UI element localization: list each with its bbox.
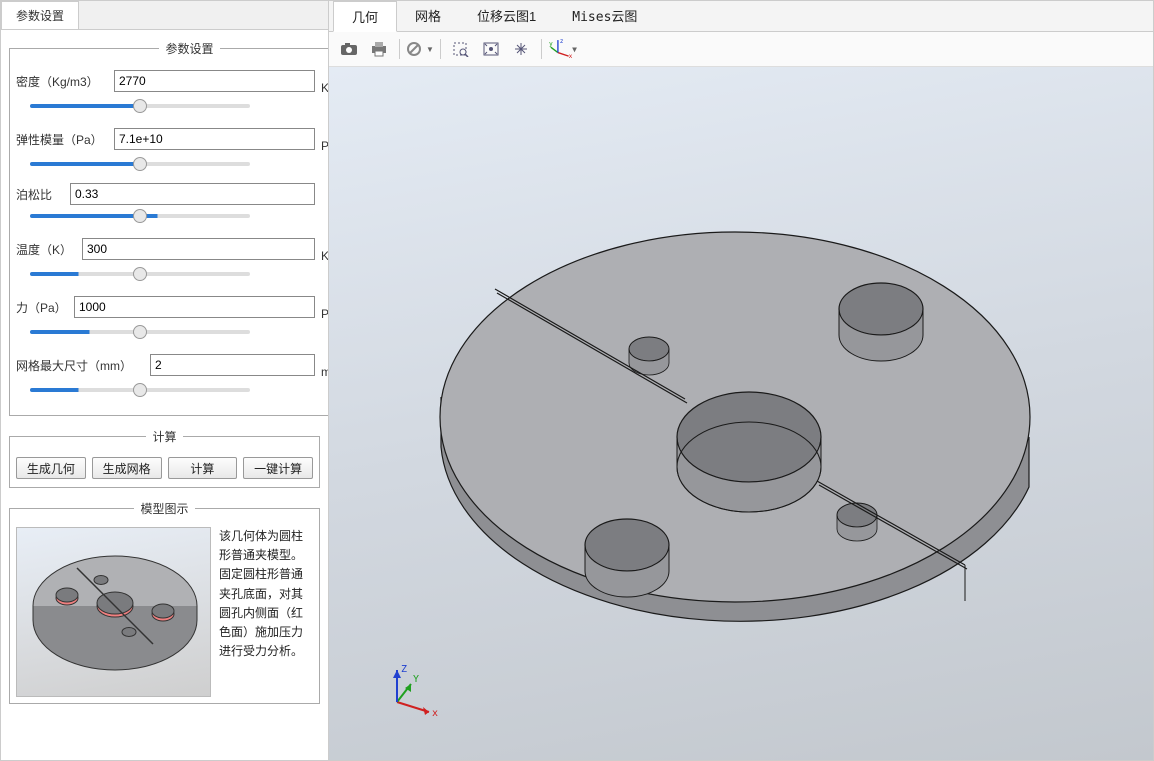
- model-fieldset: 模型图示: [9, 500, 320, 704]
- rotate-view-button[interactable]: [507, 36, 535, 62]
- tab-mises[interactable]: Mises云图: [554, 1, 655, 31]
- zoom-window-icon: [452, 41, 470, 57]
- geometry-render: [329, 67, 1149, 757]
- poisson-slider[interactable]: [30, 214, 250, 218]
- param-label-modulus: 弹性模量（Pa）: [16, 131, 108, 148]
- compute-button[interactable]: 计算: [168, 457, 238, 479]
- param-row-meshsize: 网格最大尺寸（mm） mm: [16, 351, 328, 379]
- camera-icon: [340, 41, 358, 57]
- param-unit-temperature: K: [321, 235, 328, 263]
- tab-geometry[interactable]: 几何: [333, 1, 397, 32]
- 3d-viewport[interactable]: x Y Z: [329, 67, 1153, 760]
- screenshot-button[interactable]: [335, 36, 363, 62]
- main-area: 几何 网格 位移云图1 Mises云图 ▼: [329, 1, 1153, 760]
- params-legend: 参数设置: [159, 40, 219, 57]
- one-click-compute-button[interactable]: 一键计算: [243, 457, 313, 479]
- svg-text:x: x: [569, 53, 573, 60]
- param-row-density: 密度（Kg/m3） Kg/m3: [16, 67, 328, 95]
- sidebar-body: 参数设置 密度（Kg/m3） Kg/m3 弹性模量（Pa） Pa 泊松比: [1, 29, 328, 760]
- calc-fieldset: 计算 生成几何 生成网格 计算 一键计算: [9, 428, 320, 488]
- chevron-down-icon: ▼: [426, 45, 434, 54]
- param-unit-force: Pa: [321, 293, 328, 321]
- toolbar-separator-1: [399, 39, 400, 59]
- force-slider[interactable]: [30, 330, 250, 334]
- param-label-meshsize: 网格最大尺寸（mm）: [16, 357, 144, 374]
- model-legend: 模型图示: [134, 500, 194, 517]
- sidebar-tab-header: 参数设置: [1, 1, 328, 29]
- modulus-slider[interactable]: [30, 162, 250, 166]
- param-unit-modulus: Pa: [321, 125, 328, 153]
- axis-orientation-button[interactable]: x y z ▼: [548, 36, 578, 62]
- temperature-slider[interactable]: [30, 272, 250, 276]
- rotate-icon: [512, 41, 530, 57]
- svg-text:Y: Y: [413, 674, 419, 685]
- calc-button-row: 生成几何 生成网格 计算 一键计算: [16, 455, 313, 481]
- chevron-down-icon: ▼: [572, 45, 577, 54]
- param-label-force: 力（Pa）: [16, 299, 68, 316]
- zoom-window-button[interactable]: [447, 36, 475, 62]
- density-input[interactable]: [114, 70, 315, 92]
- model-thumbnail: [16, 527, 211, 697]
- model-box: 该几何体为圆柱形普通夹模型。固定圆柱形普通夹孔底面，对其圆孔内侧面（红色面）施加…: [16, 527, 313, 697]
- poisson-input[interactable]: [70, 183, 315, 205]
- svg-text:z: z: [560, 38, 564, 45]
- param-unit-meshsize: mm: [321, 351, 328, 379]
- modulus-input[interactable]: [114, 128, 315, 150]
- param-label-temperature: 温度（K）: [16, 241, 76, 258]
- calc-legend: 计算: [146, 428, 182, 445]
- svg-text:y: y: [549, 40, 553, 47]
- param-row-temperature: 温度（K） K: [16, 235, 328, 263]
- denied-dropdown-button[interactable]: ▼: [406, 36, 434, 62]
- params-fieldset: 参数设置 密度（Kg/m3） Kg/m3 弹性模量（Pa） Pa 泊松比: [9, 40, 328, 416]
- param-row-poisson: 泊松比: [16, 183, 328, 205]
- param-unit-poisson: [321, 187, 328, 201]
- fit-view-icon: [482, 41, 500, 57]
- axis-gizmo: x Y Z: [377, 660, 447, 720]
- param-row-modulus: 弹性模量（Pa） Pa: [16, 125, 328, 153]
- density-slider[interactable]: [30, 104, 250, 108]
- main-tabs: 几何 网格 位移云图1 Mises云图: [329, 1, 1153, 32]
- viewport-toolbar: ▼ x y z ▼: [329, 32, 1153, 67]
- param-label-poisson: 泊松比: [16, 186, 64, 203]
- param-unit-density: Kg/m3: [321, 67, 328, 95]
- sidebar: 参数设置 参数设置 密度（Kg/m3） Kg/m3 弹性模量（Pa） Pa 泊松…: [1, 1, 329, 760]
- generate-geometry-button[interactable]: 生成几何: [16, 457, 86, 479]
- param-label-density: 密度（Kg/m3）: [16, 73, 108, 90]
- tab-displacement[interactable]: 位移云图1: [459, 1, 554, 31]
- printer-icon: [370, 41, 388, 57]
- meshsize-slider[interactable]: [30, 388, 250, 392]
- tab-mesh[interactable]: 网格: [397, 1, 459, 31]
- svg-text:Z: Z: [401, 664, 407, 675]
- fit-view-button[interactable]: [477, 36, 505, 62]
- generate-mesh-button[interactable]: 生成网格: [92, 457, 162, 479]
- svg-text:x: x: [432, 708, 438, 719]
- temperature-input[interactable]: [82, 238, 315, 260]
- print-button[interactable]: [365, 36, 393, 62]
- sidebar-tab-params[interactable]: 参数设置: [1, 1, 79, 29]
- force-input[interactable]: [74, 296, 315, 318]
- toolbar-separator-3: [541, 39, 542, 59]
- axis-triad-icon: x y z: [549, 37, 572, 61]
- no-entry-icon: [406, 41, 424, 57]
- model-description: 该几何体为圆柱形普通夹模型。固定圆柱形普通夹孔底面，对其圆孔内侧面（红色面）施加…: [219, 527, 313, 697]
- toolbar-separator-2: [440, 39, 441, 59]
- param-row-force: 力（Pa） Pa: [16, 293, 328, 321]
- meshsize-input[interactable]: [150, 354, 315, 376]
